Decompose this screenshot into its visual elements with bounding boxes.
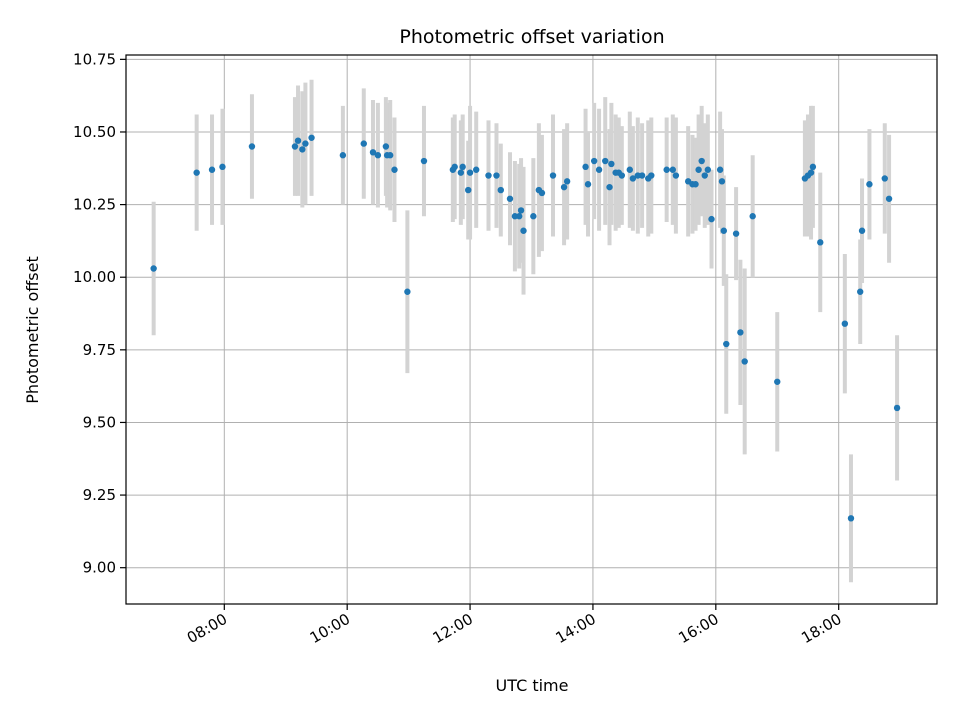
data-point-2: [208, 166, 216, 173]
data-point-50: [618, 172, 626, 179]
data-point-88: [885, 195, 893, 202]
data-point-51: [626, 166, 634, 173]
data-point-10: [339, 152, 347, 159]
y-axis-title: Photometric offset: [23, 256, 42, 404]
data-point-27: [485, 172, 492, 179]
data-point-5: [291, 143, 299, 150]
data-point-46: [606, 183, 613, 191]
y-tick-label-4: 10.00: [73, 268, 116, 286]
data-points: [150, 134, 901, 522]
data-point-72: [732, 230, 740, 237]
data-point-41: [582, 163, 589, 171]
data-point-21: [451, 163, 458, 171]
data-point-75: [749, 213, 756, 220]
data-point-64: [698, 157, 705, 165]
y-tick-label-1: 9.25: [83, 486, 116, 504]
plot-frame: [125, 54, 938, 605]
data-point-40: [563, 178, 571, 185]
data-point-52: [629, 175, 637, 182]
data-point-86: [866, 181, 873, 188]
data-point-45: [602, 157, 609, 165]
data-point-81: [817, 239, 824, 246]
data-point-43: [590, 157, 598, 165]
y-tick-label-2: 9.50: [83, 413, 116, 431]
data-point-66: [704, 166, 712, 173]
data-point-13: [374, 152, 382, 159]
data-point-17: [391, 166, 398, 173]
grid: [126, 55, 937, 604]
data-point-16: [386, 152, 394, 159]
data-point-24: [465, 186, 472, 194]
data-point-22: [457, 169, 465, 176]
x-axis-title: UTC time: [496, 676, 569, 695]
data-point-67: [708, 215, 715, 223]
data-point-89: [893, 404, 901, 412]
data-point-62: [692, 181, 699, 188]
data-point-56: [648, 172, 655, 179]
data-point-6: [294, 137, 302, 144]
data-point-73: [737, 329, 744, 336]
data-point-57: [663, 166, 670, 173]
data-point-71: [723, 340, 730, 348]
data-point-69: [718, 178, 726, 185]
data-point-28: [493, 172, 500, 179]
data-point-80: [809, 163, 817, 171]
data-point-23: [459, 163, 466, 171]
data-point-14: [382, 143, 390, 150]
data-point-8: [302, 140, 309, 147]
data-point-3: [219, 163, 226, 171]
data-point-30: [506, 195, 514, 202]
data-point-79: [807, 169, 815, 176]
data-point-83: [847, 515, 855, 522]
data-point-44: [595, 166, 603, 173]
data-point-7: [299, 146, 306, 153]
data-point-70: [720, 227, 728, 234]
data-point-35: [530, 213, 537, 220]
y-tick-label-0: 9.00: [83, 559, 116, 577]
data-point-33: [517, 207, 525, 214]
data-point-63: [695, 166, 702, 173]
data-point-12: [369, 149, 377, 156]
data-point-54: [638, 172, 646, 179]
data-point-34: [520, 227, 527, 234]
data-point-37: [538, 189, 546, 197]
data-point-4: [248, 143, 256, 150]
y-tick-label-6: 10.50: [73, 123, 116, 141]
data-point-58: [669, 166, 677, 173]
y-tick-label-7: 10.75: [73, 50, 116, 68]
data-point-19: [420, 157, 428, 165]
data-point-26: [473, 166, 480, 173]
data-point-1: [193, 169, 200, 176]
data-point-29: [497, 186, 504, 194]
data-point-68: [716, 166, 724, 173]
y-tick-label-3: 9.75: [83, 341, 116, 359]
data-point-74: [741, 358, 748, 365]
chart-title: Photometric offset variation: [399, 26, 664, 48]
data-point-65: [701, 172, 708, 179]
data-point-76: [774, 378, 781, 385]
data-point-38: [549, 172, 557, 179]
data-point-11: [360, 140, 367, 147]
data-point-32: [516, 213, 523, 220]
data-point-9: [308, 134, 315, 141]
data-point-0: [150, 265, 157, 272]
data-point-25: [466, 169, 474, 176]
data-point-39: [560, 183, 568, 191]
y-tick-label-5: 10.25: [73, 196, 116, 214]
data-point-59: [672, 172, 680, 179]
data-point-87: [881, 175, 888, 182]
data-point-84: [857, 288, 864, 295]
data-point-82: [841, 320, 849, 327]
data-point-85: [858, 227, 866, 234]
data-point-47: [608, 160, 615, 168]
data-point-18: [404, 288, 411, 295]
data-point-42: [584, 181, 592, 188]
